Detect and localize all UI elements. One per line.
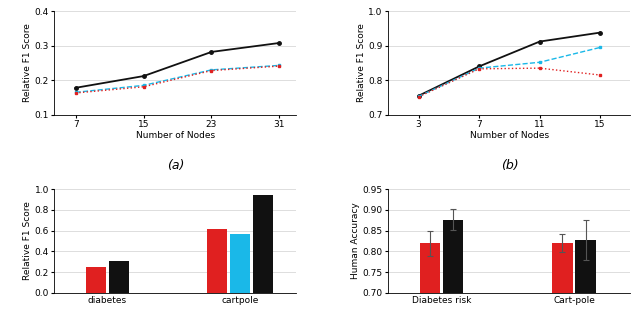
Bar [230, 234, 250, 293]
X-axis label: Number of Nodes: Number of Nodes [136, 131, 215, 140]
Text: (a): (a) [167, 159, 184, 172]
Bar [86, 268, 106, 293]
Bar [552, 243, 573, 320]
Y-axis label: Relative F1 Score: Relative F1 Score [22, 24, 32, 102]
Bar [443, 220, 463, 320]
Bar [420, 243, 440, 320]
Bar [253, 195, 273, 293]
Y-axis label: Human Accuracy: Human Accuracy [351, 203, 360, 279]
Y-axis label: Relative F1 Score: Relative F1 Score [356, 24, 365, 102]
Bar [207, 228, 227, 293]
Bar [109, 261, 129, 293]
X-axis label: Number of Nodes: Number of Nodes [470, 131, 549, 140]
Y-axis label: Relative F1 Score: Relative F1 Score [22, 202, 32, 280]
Bar [575, 240, 596, 320]
Text: (b): (b) [500, 159, 518, 172]
